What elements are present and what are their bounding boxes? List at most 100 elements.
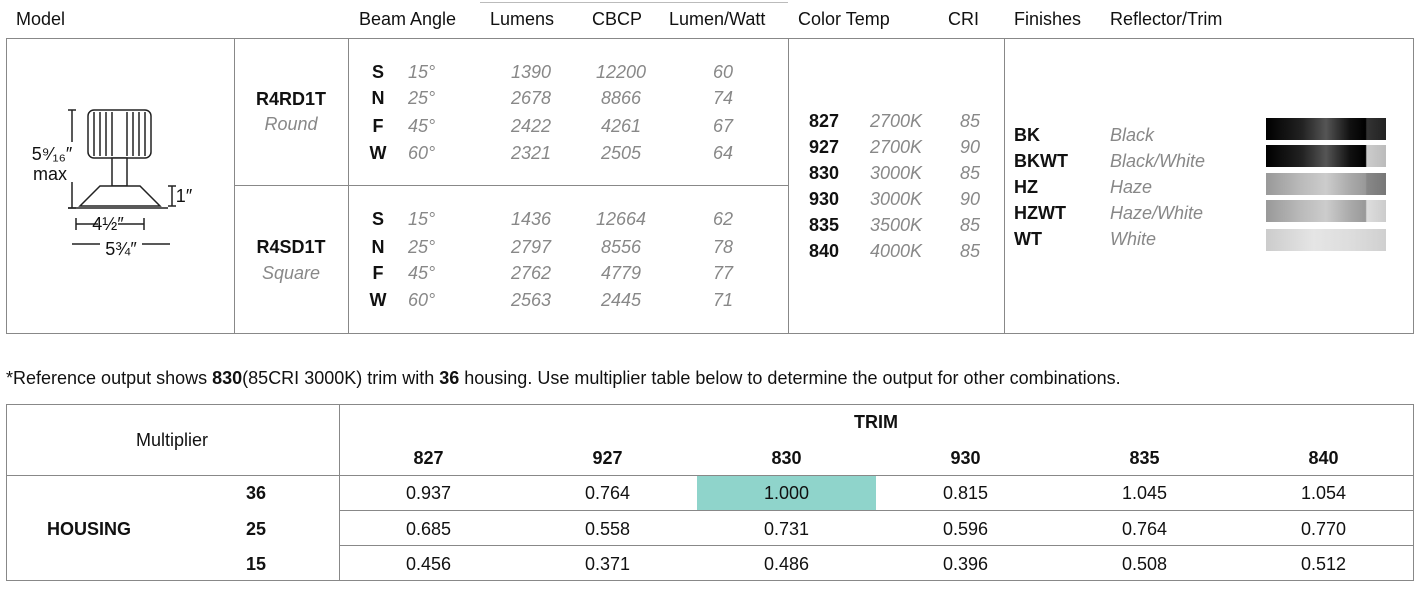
color-kelvin: 3000K	[870, 189, 923, 209]
divider	[339, 510, 1414, 511]
dimension-label: 5⁹⁄₁₆″	[31, 144, 73, 164]
beam-angle: 15°	[408, 209, 436, 229]
note-text: (85CRI 3000K) trim with	[242, 368, 440, 388]
lumen-watt: 62	[712, 209, 734, 229]
column-header: Lumen/Watt	[669, 9, 766, 29]
cbcp: 2445	[600, 290, 642, 310]
dimension-label: 4½″	[92, 214, 124, 234]
trim-code: 930	[950, 448, 981, 468]
lumen-watt: 74	[712, 88, 734, 108]
color-kelvin: 2700K	[870, 137, 923, 157]
cbcp: 8556	[600, 237, 642, 257]
beam-angle: 60°	[408, 143, 436, 163]
cri: 85	[959, 163, 981, 183]
note-bold: 36	[439, 368, 460, 388]
finish-code: BKWT	[1014, 151, 1068, 171]
finish-name: Black/White	[1110, 151, 1206, 171]
beam-letter: N	[371, 237, 385, 257]
divider	[234, 38, 235, 334]
divider	[6, 475, 1414, 476]
multiplier-value: 0.456	[405, 554, 452, 574]
trim-label: TRIM	[854, 412, 898, 432]
divider	[339, 545, 1414, 546]
lumens: 2678	[510, 88, 552, 108]
column-header: Color Temp	[798, 9, 890, 29]
multiplier-value: 0.731	[763, 518, 810, 539]
beam-angle: 25°	[408, 237, 436, 257]
color-kelvin: 2700K	[870, 111, 923, 131]
cbcp: 2505	[600, 143, 642, 163]
finish-swatch	[1266, 200, 1386, 222]
cri: 90	[959, 189, 981, 209]
model-code: R4SD1T	[256, 237, 326, 257]
reference-note: *Reference output shows 830(85CRI 3000K)…	[6, 368, 1121, 389]
trim-code: 830	[771, 448, 802, 468]
multiplier-value: 0.764	[1121, 518, 1168, 539]
finish-swatch	[1266, 229, 1386, 251]
multiplier-value: 0.558	[584, 518, 631, 539]
column-header: Finishes	[1014, 9, 1082, 29]
finish-name: White	[1110, 229, 1157, 249]
multiplier-value: 0.371	[584, 554, 631, 574]
beam-angle: 15°	[408, 62, 436, 82]
beam-letter: W	[369, 290, 387, 310]
multiplier-value: 0.508	[1121, 554, 1168, 574]
multiplier-value: 1.054	[1300, 483, 1347, 503]
multiplier-value: 1.000	[763, 483, 810, 503]
finish-name: Black	[1110, 125, 1155, 145]
finish-code: WT	[1014, 229, 1042, 249]
model-shape: Square	[261, 263, 321, 283]
multiplier-value: 0.396	[942, 554, 989, 574]
note-text: housing. Use multiplier table below to d…	[459, 368, 1121, 388]
finish-swatch	[1266, 118, 1386, 140]
lumen-watt: 60	[712, 62, 734, 82]
cri: 85	[959, 111, 981, 131]
lumens: 2321	[510, 143, 552, 163]
divider	[1004, 38, 1005, 334]
cri: 85	[959, 215, 981, 235]
color-code: 835	[809, 215, 840, 235]
cbcp: 4261	[600, 116, 642, 136]
finish-swatch	[1266, 173, 1386, 195]
finish-code: HZ	[1014, 177, 1038, 197]
divider	[339, 404, 340, 581]
beam-letter: S	[371, 209, 385, 229]
lumen-watt: 71	[712, 290, 734, 310]
beam-letter: F	[372, 116, 384, 136]
beam-letter: S	[371, 62, 385, 82]
beam-angle: 25°	[408, 88, 436, 108]
beam-angle: 60°	[408, 290, 436, 310]
trim-code: 827	[413, 448, 444, 468]
multiplier-value: 0.770	[1300, 518, 1347, 539]
divider	[234, 185, 788, 186]
housing-code: 36	[245, 483, 267, 503]
multiplier-value: 0.815	[942, 483, 989, 503]
column-header: CBCP	[592, 9, 643, 29]
beam-letter: W	[369, 143, 387, 163]
dimension-label: max	[32, 164, 68, 184]
lumens: 2563	[510, 290, 552, 310]
column-header: Beam Angle	[359, 9, 457, 29]
dimension-label: 1″	[175, 186, 193, 206]
lumens: 2797	[510, 237, 552, 257]
lumen-watt: 78	[712, 237, 734, 257]
color-kelvin: 4000K	[870, 241, 923, 261]
lumens: 2762	[510, 263, 552, 283]
housing-code: 15	[245, 554, 267, 574]
multiplier-value: 1.045	[1121, 483, 1168, 503]
model-code: R4RD1T	[255, 89, 327, 109]
finish-name: Haze/White	[1110, 203, 1204, 223]
note-bold: 830	[212, 368, 243, 388]
color-kelvin: 3000K	[870, 163, 923, 183]
color-kelvin: 3500K	[870, 215, 923, 235]
finish-code: HZWT	[1014, 203, 1066, 223]
lumens: 2422	[510, 116, 552, 136]
fixture-diagram	[30, 109, 176, 245]
color-code: 830	[809, 163, 840, 183]
beam-letter: F	[372, 263, 384, 283]
beam-angle: 45°	[408, 263, 436, 283]
cbcp: 4779	[600, 263, 642, 283]
dimension-label: 5¾″	[105, 239, 137, 259]
beam-letter: N	[371, 88, 385, 108]
